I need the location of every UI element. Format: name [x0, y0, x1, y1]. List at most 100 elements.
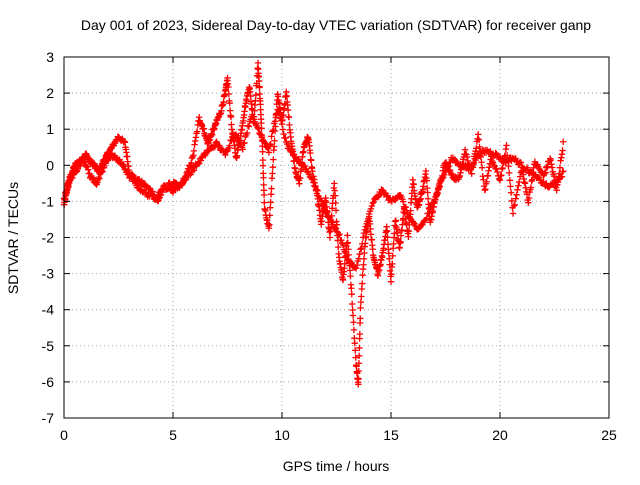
data-point	[405, 233, 412, 240]
y-tick-label: -7	[42, 410, 55, 426]
data-point-interp	[445, 162, 452, 170]
data-point-interp	[84, 166, 92, 173]
data-point-interp	[99, 168, 106, 175]
data-point	[461, 146, 469, 153]
data-point-interp	[515, 182, 522, 189]
data-point	[169, 189, 177, 196]
data-point-interp	[424, 195, 432, 202]
data-point-interp	[94, 176, 102, 184]
data-point	[387, 278, 395, 285]
data-point-interp	[360, 229, 368, 237]
data-point-interp	[559, 147, 566, 154]
data-point-interp	[355, 367, 362, 375]
data-point-interp	[314, 187, 321, 194]
data-point-interp	[268, 185, 275, 192]
data-point-interp	[357, 246, 364, 253]
data-point-interp	[259, 156, 267, 164]
data-point-interp	[252, 91, 260, 99]
data-point-interp	[548, 161, 555, 168]
data-point-interp	[389, 260, 396, 268]
data-point	[222, 151, 229, 159]
data-point-interp	[284, 106, 292, 114]
data-point-interp	[188, 154, 196, 162]
data-point-interp	[226, 142, 233, 149]
data-point-interp	[358, 293, 365, 300]
data-point-interp	[331, 224, 339, 231]
data-point-interp	[329, 219, 336, 226]
data-point-interp	[92, 180, 100, 187]
data-point-interp	[498, 172, 505, 179]
data-point-interp	[307, 149, 314, 157]
data-point-interp	[359, 234, 367, 241]
data-point-interp	[392, 217, 399, 224]
data-point-interp	[476, 143, 483, 151]
data-point	[178, 181, 185, 189]
data-point	[331, 180, 338, 187]
data-point-interp	[260, 181, 267, 189]
data-point-interp	[271, 118, 279, 125]
data-point-interp	[442, 168, 450, 175]
data-point-interp	[66, 179, 73, 187]
data-point-interp	[348, 300, 356, 308]
data-point-interp	[244, 122, 252, 130]
data-point-interp	[463, 153, 471, 161]
data-point-interp	[490, 161, 498, 169]
data-series	[60, 106, 567, 272]
data-point-interp	[356, 344, 363, 352]
data-point-interp	[389, 252, 396, 260]
data-point-interp	[228, 137, 235, 145]
data-point	[348, 290, 355, 298]
data-point-interp	[359, 240, 366, 247]
data-point	[361, 226, 369, 233]
data-point	[560, 138, 567, 145]
data-point-interp	[233, 152, 241, 160]
chart-title: Day 001 of 2023, Sidereal Day-to-day VTE…	[81, 17, 591, 33]
data-point-interp	[358, 245, 365, 252]
data-point-interp	[279, 126, 287, 133]
data-point-interp	[456, 174, 463, 181]
data-point-interp	[308, 157, 315, 164]
data-point-interp	[484, 172, 492, 180]
data-point-interp	[358, 285, 365, 293]
data-point-interp	[257, 101, 264, 108]
x-tick-label: 5	[169, 427, 177, 443]
data-point-interp	[542, 169, 549, 176]
data-point-interp	[282, 134, 289, 142]
data-point-interp	[349, 312, 357, 319]
data-point-interp	[350, 326, 358, 334]
data-point-interp	[270, 127, 277, 134]
data-point	[254, 59, 262, 67]
data-point-interp	[341, 248, 348, 255]
grid	[64, 57, 609, 418]
data-point-interp	[278, 120, 286, 128]
data-point-interp	[343, 252, 350, 259]
x-tick-label: 10	[274, 427, 290, 443]
y-tick-label: -6	[42, 374, 55, 390]
y-tick-label: 3	[46, 49, 54, 65]
data-point-interp	[61, 194, 68, 202]
data-point-interp	[255, 77, 263, 85]
data-point-interp	[269, 170, 276, 177]
data-point	[422, 167, 430, 175]
data-point-interp	[332, 225, 340, 232]
data-point-interp	[247, 92, 254, 100]
data-point-interp	[357, 298, 365, 306]
data-point-interp	[220, 98, 227, 106]
data-point-interp	[483, 178, 490, 185]
data-point-interp	[158, 189, 165, 196]
x-tick-label: 15	[383, 427, 399, 443]
data-point-interp	[355, 352, 363, 360]
data-point-interp	[402, 204, 410, 211]
data-point-interp	[497, 172, 504, 180]
data-point-interp	[478, 164, 486, 171]
data-point-interp	[513, 191, 520, 198]
data-point-interp	[98, 168, 106, 176]
x-axis-label: GPS time / hours	[283, 458, 390, 474]
data-point-interp	[313, 186, 321, 194]
data-point-interp	[435, 184, 443, 191]
data-point-interp	[260, 191, 268, 199]
y-axis-ticks: -7 -6 -5 -4 -3 -2 -1 0 1 2 3	[42, 49, 609, 426]
data-point	[370, 199, 377, 206]
data-point-interp	[190, 151, 197, 159]
data-point-interp	[386, 267, 394, 274]
